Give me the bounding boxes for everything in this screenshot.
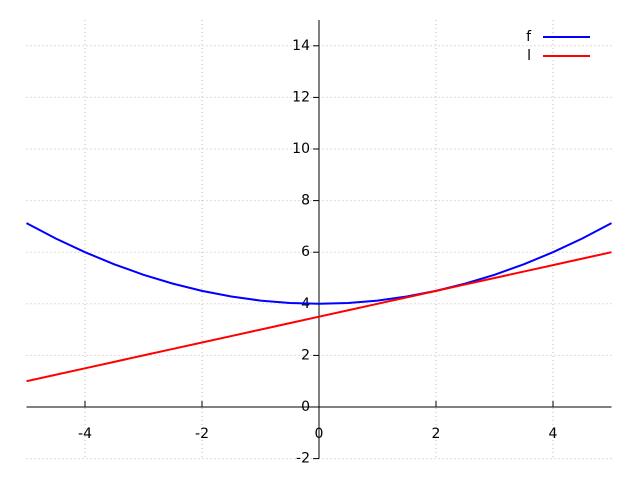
y-tick-label: 6 [301, 244, 310, 260]
x-tick-label: -2 [195, 426, 209, 442]
y-tick-label: -2 [296, 451, 310, 467]
line-series [26, 222, 612, 305]
y-tick-label: 14 [292, 38, 310, 54]
y-tick-label: 10 [292, 141, 310, 157]
y-tick-label: 12 [292, 89, 310, 105]
line-series [26, 251, 612, 383]
legend-label: l [527, 48, 531, 64]
y-tick-label: 8 [301, 193, 310, 209]
x-tick-label: 2 [432, 426, 441, 442]
x-tick-label: -4 [78, 426, 92, 442]
legend-label: f [526, 29, 532, 45]
y-tick-label: 2 [301, 347, 310, 363]
x-tick-label: 4 [549, 426, 558, 442]
